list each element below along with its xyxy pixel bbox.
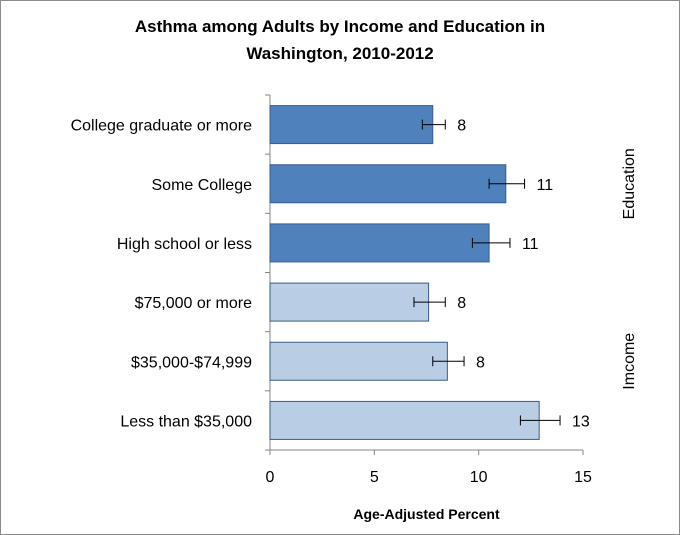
data-label: 8 bbox=[457, 295, 466, 312]
data-label: 13 bbox=[572, 413, 590, 430]
bar bbox=[269, 105, 434, 145]
x-tick-label: 10 bbox=[470, 469, 488, 486]
x-tick-label: 15 bbox=[574, 469, 592, 486]
category-label: High school or less bbox=[117, 236, 252, 253]
data-label: 8 bbox=[457, 118, 466, 135]
data-label: 8 bbox=[476, 354, 485, 371]
bar bbox=[269, 400, 540, 440]
category-label: Some College bbox=[152, 177, 253, 194]
category-label: College graduate or more bbox=[71, 118, 253, 135]
group-label: Imcome bbox=[621, 333, 638, 390]
category-label: $75,000 or more bbox=[135, 295, 253, 312]
data-label: 11 bbox=[522, 236, 539, 253]
x-tick-label: 5 bbox=[370, 469, 379, 486]
bar bbox=[269, 164, 507, 204]
bar bbox=[269, 341, 448, 381]
bar bbox=[269, 223, 490, 263]
x-axis-title: Age-Adjusted Percent bbox=[353, 506, 500, 522]
category-label: Less than $35,000 bbox=[120, 413, 252, 430]
chart-title-line-1: Asthma among Adults by Income and Educat… bbox=[134, 17, 546, 36]
group-label: Education bbox=[621, 148, 638, 219]
x-tick-label: 0 bbox=[266, 469, 275, 486]
bar bbox=[269, 282, 430, 322]
data-label: 11 bbox=[537, 177, 554, 194]
chart-title-line-2: Washington, 2010-2012 bbox=[246, 44, 434, 63]
category-label: $35,000-$74,999 bbox=[131, 354, 252, 371]
